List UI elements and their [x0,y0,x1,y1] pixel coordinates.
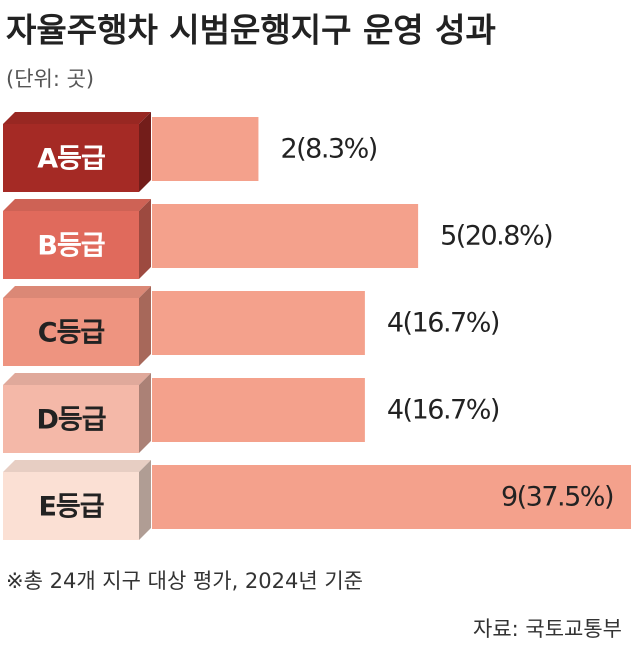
box-front [3,298,139,366]
chart-subtitle: (단위: 곳) [6,67,94,91]
box-top [3,199,151,211]
bar [152,117,259,181]
box-front [3,472,139,540]
value-label: 4(16.7%) [387,395,499,426]
box-front [3,124,139,192]
box-front [3,211,139,279]
bar [152,378,365,442]
value-label: 4(16.7%) [387,308,499,339]
box-side [139,373,151,453]
category-label: B등급 [37,231,104,262]
chart-title: 자율주행차 시범운행지구 운영 성과 [6,11,496,50]
box-top [3,460,151,472]
bar [152,465,631,529]
category-label: C등급 [38,318,105,349]
category-label: E등급 [38,492,103,523]
box-top [3,112,151,124]
note: ※총 24개 지구 대상 평가, 2024년 기준 [6,569,363,593]
box-side [139,112,151,192]
box-top [3,373,151,385]
bar [152,204,419,268]
box-top [3,286,151,298]
category-label: D등급 [36,405,105,436]
box-side [139,286,151,366]
box-side [139,199,151,279]
box-front [3,385,139,453]
box-side [139,460,151,540]
value-label: 5(20.8%) [440,221,552,252]
value-label: 2(8.3%) [280,134,376,165]
category-label: A등급 [37,144,105,175]
value-label: 9(37.5%) [501,482,613,513]
source: 자료: 국토교통부 [473,617,622,641]
bar [152,291,365,355]
